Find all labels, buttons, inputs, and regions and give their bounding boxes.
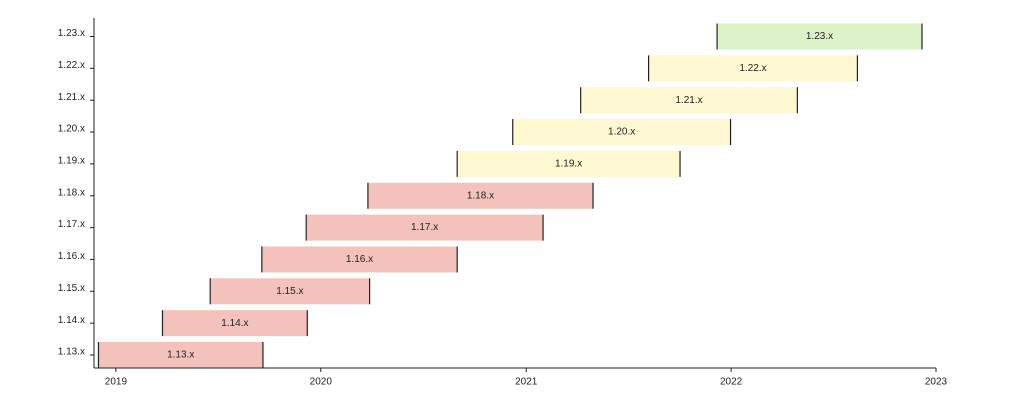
y-tick-label: 1.19.x bbox=[58, 156, 85, 167]
bar-1.14.x: 1.14.x bbox=[161, 310, 308, 337]
x-tick-label: 2019 bbox=[105, 377, 128, 388]
x-tick-label: 2023 bbox=[925, 377, 948, 388]
bar-rect bbox=[648, 55, 858, 82]
bar-1.20.x: 1.20.x bbox=[512, 119, 732, 146]
bar-rect bbox=[98, 342, 263, 368]
bar-1.21.x: 1.21.x bbox=[580, 87, 798, 114]
bar-1.23.x: 1.23.x bbox=[716, 23, 923, 50]
x-axis-ticks: 2019 2020 2021 2022 2023 bbox=[105, 368, 948, 388]
bar-rect bbox=[210, 278, 370, 305]
bar-1.13.x: 1.13.x bbox=[97, 342, 264, 368]
y-axis-ticks: 1.13.x 1.14.x 1.15.x 1.16.x 1.17.x 1.18.x 1.19… bbox=[58, 28, 94, 358]
bar-rect bbox=[457, 150, 681, 177]
bar-rect bbox=[162, 310, 308, 337]
bar-label: 1.23.x bbox=[806, 31, 833, 42]
y-tick-label: 1.18.x bbox=[58, 187, 85, 198]
x-tick-label: 2020 bbox=[310, 377, 333, 388]
y-tick-label: 1.14.x bbox=[58, 315, 85, 326]
bar-rect bbox=[580, 87, 798, 114]
bar-label: 1.22.x bbox=[739, 63, 766, 74]
y-tick-label: 1.21.x bbox=[58, 92, 85, 103]
bar-rect bbox=[512, 119, 731, 146]
bar-1.19.x: 1.19.x bbox=[456, 150, 681, 177]
y-tick-label: 1.15.x bbox=[58, 283, 85, 294]
bar-rect bbox=[306, 214, 544, 241]
bar-label: 1.20.x bbox=[608, 127, 635, 138]
y-tick-label: 1.13.x bbox=[58, 347, 85, 358]
y-tick-label: 1.16.x bbox=[58, 251, 85, 262]
bar-rect bbox=[367, 182, 594, 209]
bar-label: 1.15.x bbox=[276, 286, 303, 297]
y-tick-label: 1.23.x bbox=[58, 28, 85, 39]
bar-1.16.x: 1.16.x bbox=[261, 246, 458, 273]
y-tick-label: 1.17.x bbox=[58, 219, 85, 230]
y-tick-label: 1.22.x bbox=[58, 60, 85, 71]
bar-label: 1.13.x bbox=[167, 350, 194, 361]
bar-1.15.x: 1.15.x bbox=[209, 278, 371, 305]
x-tick-label: 2021 bbox=[515, 377, 538, 388]
bar-rect bbox=[261, 246, 458, 273]
bars-layer: 1.13.x 1.14.x 1.15.x 1.16.x 1.17.x 1.18.x 1.19… bbox=[97, 23, 923, 368]
bar-label: 1.21.x bbox=[675, 95, 702, 106]
bar-label: 1.16.x bbox=[346, 254, 373, 265]
bar-label: 1.18.x bbox=[467, 190, 494, 201]
x-tick-label: 2022 bbox=[720, 377, 743, 388]
bar-1.17.x: 1.17.x bbox=[305, 214, 544, 241]
bar-1.18.x: 1.18.x bbox=[367, 182, 594, 209]
bar-label: 1.19.x bbox=[555, 159, 582, 170]
y-tick-label: 1.20.x bbox=[58, 124, 85, 135]
bar-label: 1.14.x bbox=[221, 318, 248, 329]
bar-label: 1.17.x bbox=[411, 222, 438, 233]
bar-rect bbox=[717, 23, 922, 50]
bar-1.22.x: 1.22.x bbox=[647, 55, 859, 82]
